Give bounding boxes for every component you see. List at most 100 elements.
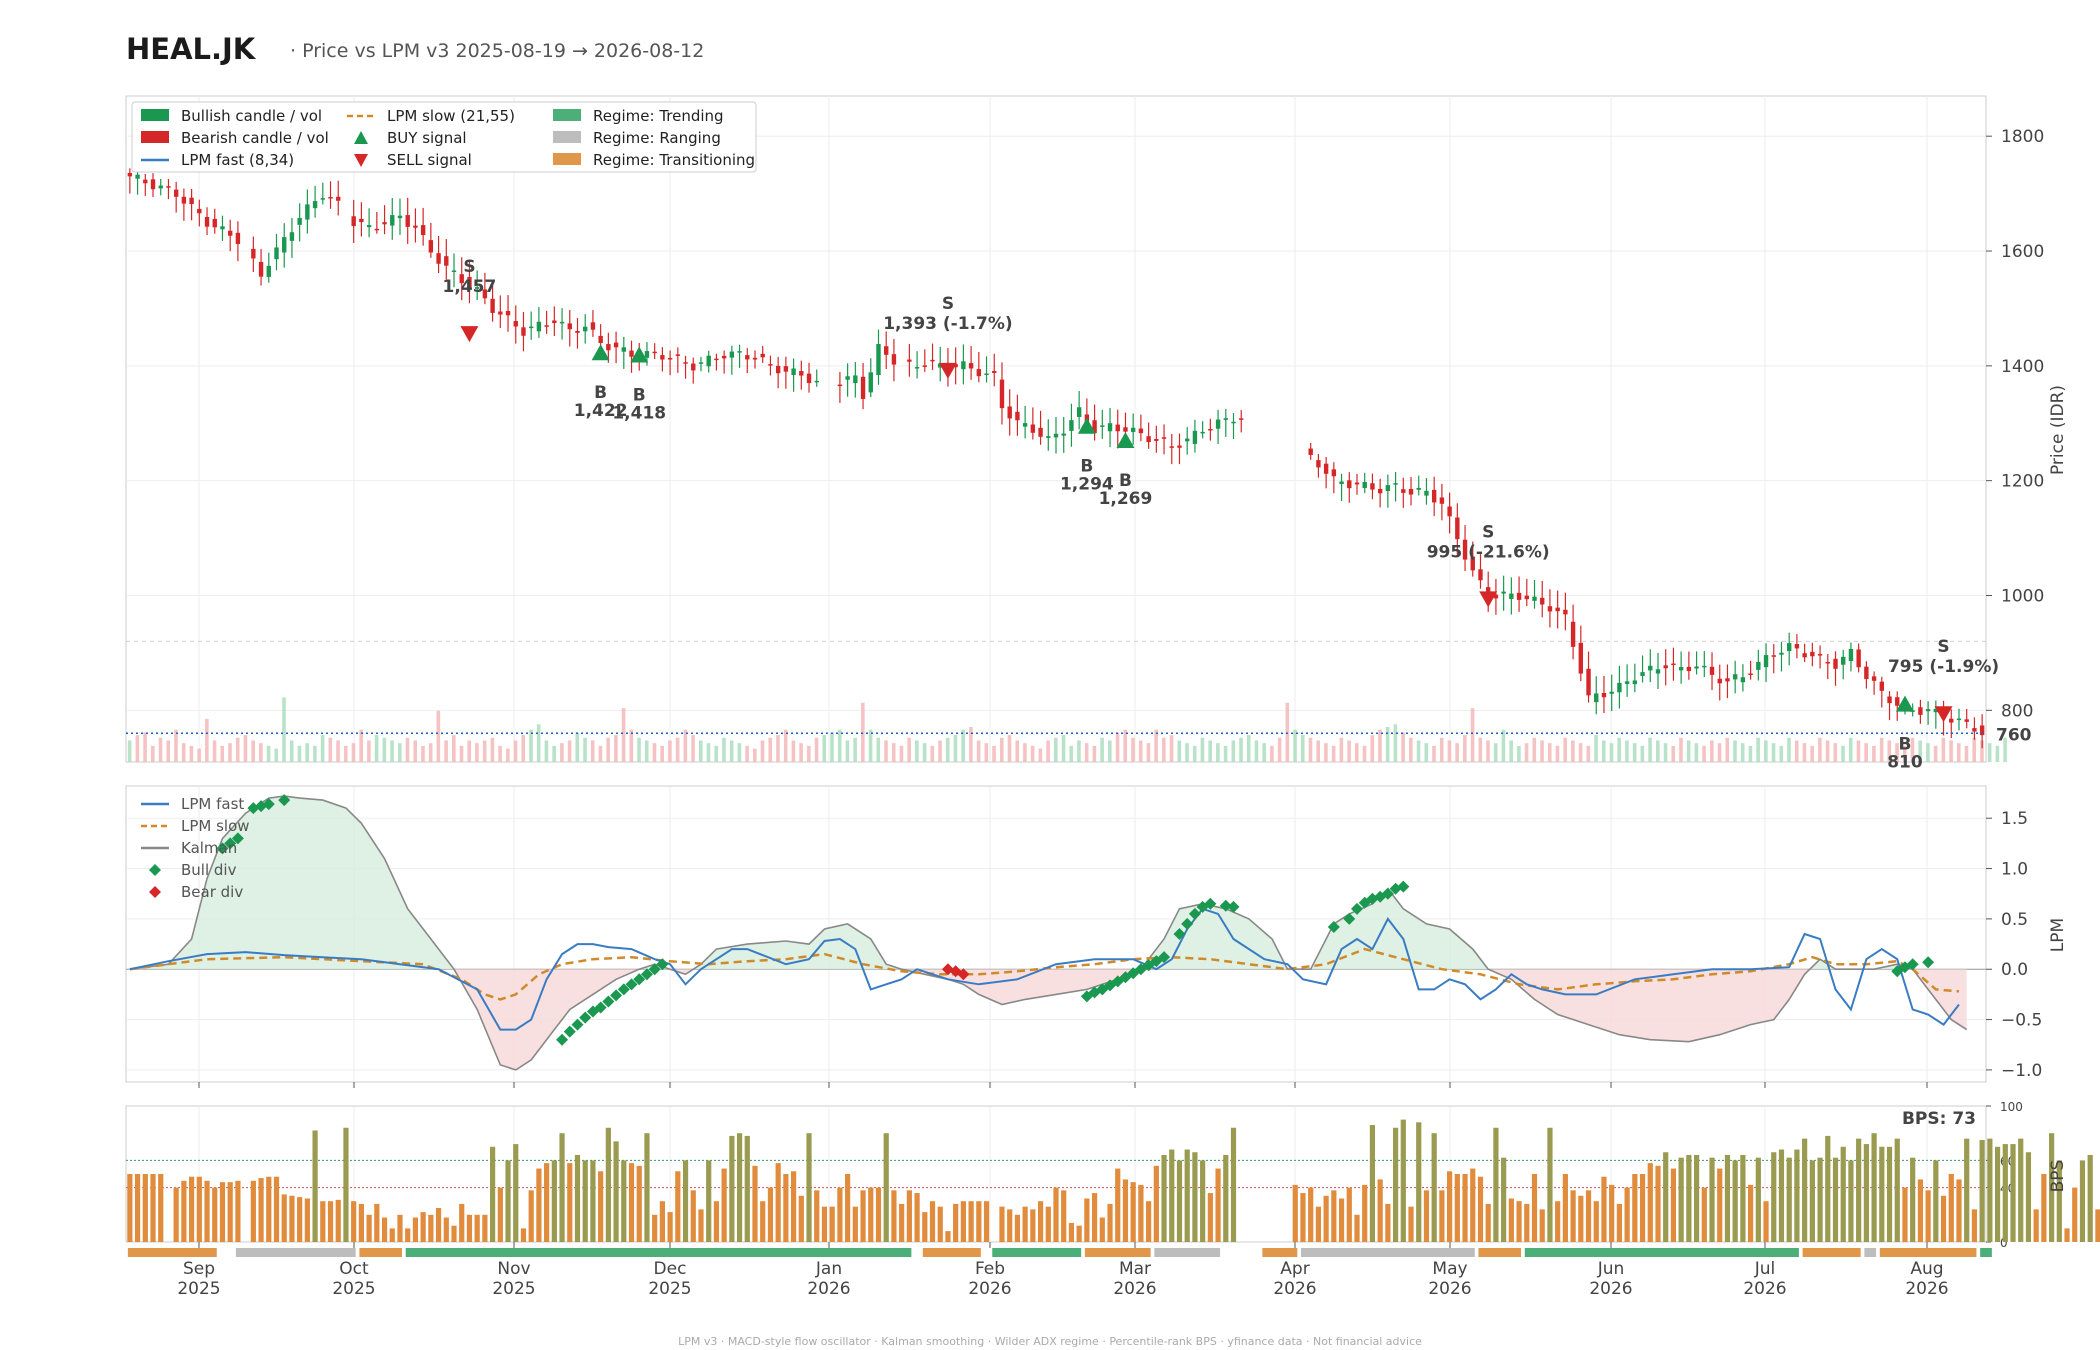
volume-bar [205, 718, 209, 762]
bearish-candle [721, 355, 727, 359]
volume-bar [1601, 740, 1606, 762]
bullish-candle [282, 237, 287, 253]
volume-bar [1810, 745, 1814, 762]
bearish-candle [189, 197, 194, 205]
bps-bar [1894, 1138, 1900, 1242]
bearish-candle [1478, 569, 1483, 581]
volume-bar [1856, 740, 1861, 762]
bps-bar [289, 1195, 295, 1242]
regime-band-transitioning [1478, 1248, 1522, 1257]
bps-bar [721, 1168, 727, 1242]
bull-div-marker [656, 958, 669, 971]
bullish-candle [320, 198, 326, 200]
bps-bar [953, 1203, 959, 1242]
bps-bar [1485, 1203, 1491, 1242]
bearish-candle [1864, 666, 1869, 680]
volume-bar [1956, 743, 1961, 762]
bps-bar [2072, 1187, 2078, 1242]
x-year-label: 2026 [807, 1279, 850, 1299]
volume-bar [1131, 737, 1135, 762]
buy-signal-letter: B [633, 386, 646, 406]
bearish-candle [660, 355, 665, 360]
volume-bar [1300, 735, 1305, 762]
bps-bar [1748, 1184, 1754, 1242]
bull-div-marker [1173, 928, 1186, 940]
volume-bar [367, 740, 371, 762]
volume-bar [1679, 737, 1683, 762]
volume-bar [390, 740, 394, 762]
bearish-candle [976, 369, 982, 377]
bearish-candle [691, 363, 696, 371]
volume-bar [737, 743, 742, 762]
bullish-candle [1022, 423, 1028, 427]
x-year-label: 2025 [177, 1279, 220, 1299]
bps-bar [706, 1160, 712, 1242]
bullish-candle [868, 372, 873, 393]
bearish-candle [374, 228, 380, 231]
volume-bar [1393, 724, 1398, 762]
bearish-candle [922, 365, 927, 367]
bearish-candle [150, 179, 156, 190]
bps-bar [1022, 1206, 1028, 1242]
bps-bar [1454, 1174, 1460, 1242]
bearish-candle [1239, 418, 1244, 420]
bearish-candle [968, 363, 974, 369]
bps-bar [273, 1176, 280, 1242]
volume-bar [359, 729, 363, 762]
bull-div-marker [1227, 900, 1240, 913]
volume-bar [1177, 740, 1182, 762]
volume-bar [174, 729, 178, 762]
bull-div-marker [262, 798, 275, 811]
bearish-candle [1524, 595, 1529, 600]
bps-bar [466, 1214, 473, 1242]
bullish-candle [1393, 483, 1398, 485]
price-ytick-label: 1600 [2001, 242, 2044, 262]
bps-bar [1663, 1152, 1669, 1242]
bullish-candle [1192, 430, 1198, 444]
bps-bar [320, 1201, 326, 1242]
volume-bar [1486, 740, 1490, 762]
bearish-candle [413, 225, 418, 228]
bps-bar [374, 1203, 380, 1242]
volume-bar [536, 724, 541, 762]
volume-bar [1694, 743, 1699, 762]
bullish-candle [158, 185, 163, 189]
bearish-candle [336, 196, 341, 201]
bullish-candle [1200, 431, 1205, 434]
volume-bar [845, 740, 850, 762]
bullish-candle [1702, 665, 1707, 668]
bearish-candle [1401, 489, 1406, 493]
volume-bar [930, 745, 935, 762]
bps-bar [150, 1174, 156, 1242]
bullish-candle [1648, 665, 1653, 671]
bps-bar [1601, 1176, 1607, 1242]
bps-bar [1207, 1193, 1213, 1242]
volume-bar [305, 743, 309, 762]
bearish-candle [860, 376, 866, 399]
volume-bar [691, 735, 695, 762]
buy-signal-letter: B [1080, 457, 1093, 477]
bullish-candle [1339, 481, 1344, 485]
bps-bar [142, 1174, 148, 1242]
volume-bar [1385, 727, 1390, 762]
bull-div-marker [1906, 958, 1919, 971]
bps-bar [1338, 1198, 1345, 1242]
bearish-candle [598, 335, 603, 344]
bearish-candle [212, 218, 217, 228]
bps-bar [744, 1135, 750, 1242]
legend-label: BUY signal [387, 129, 467, 147]
sell-signal-letter: S [1482, 522, 1494, 542]
bearish-candle [1015, 411, 1020, 421]
bps-bar [536, 1168, 542, 1242]
bull-div-marker [1204, 897, 1217, 910]
bearish-candle [1493, 594, 1499, 599]
volume-bar [1293, 729, 1297, 762]
bearish-candle [1455, 517, 1460, 540]
regime-band-trending [992, 1248, 1082, 1257]
bearish-candle [1794, 644, 1800, 649]
bps-bar [1562, 1174, 1568, 1242]
bps-bar [1940, 1195, 1947, 1242]
bps-bar [1331, 1190, 1337, 1242]
legend-swatch [141, 109, 169, 121]
bearish-candle [1895, 697, 1900, 706]
